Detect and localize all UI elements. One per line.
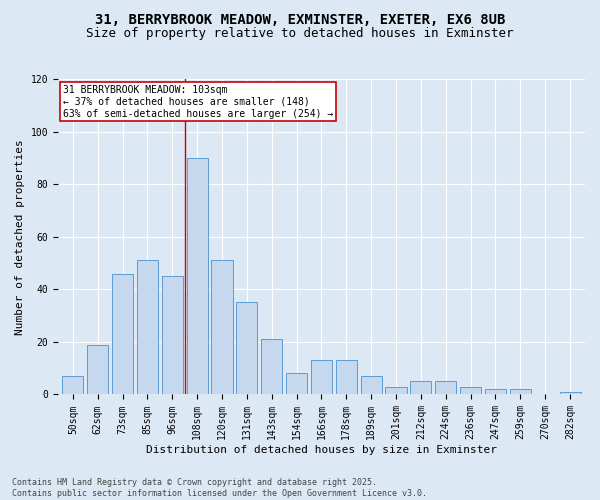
- Bar: [435, 382, 457, 394]
- Text: 31 BERRYBROOK MEADOW: 103sqm
← 37% of detached houses are smaller (148)
63% of s: 31 BERRYBROOK MEADOW: 103sqm ← 37% of de…: [63, 86, 334, 118]
- Bar: [211, 260, 233, 394]
- Bar: [187, 158, 208, 394]
- Bar: [62, 376, 83, 394]
- Bar: [385, 386, 407, 394]
- Bar: [261, 340, 282, 394]
- Bar: [336, 360, 357, 394]
- Bar: [485, 389, 506, 394]
- Bar: [460, 386, 481, 394]
- Bar: [361, 376, 382, 394]
- Bar: [137, 260, 158, 394]
- Bar: [410, 382, 431, 394]
- Bar: [560, 392, 581, 394]
- Text: Contains HM Land Registry data © Crown copyright and database right 2025.
Contai: Contains HM Land Registry data © Crown c…: [12, 478, 427, 498]
- Y-axis label: Number of detached properties: Number of detached properties: [15, 139, 25, 334]
- Text: Size of property relative to detached houses in Exminster: Size of property relative to detached ho…: [86, 28, 514, 40]
- Bar: [236, 302, 257, 394]
- Bar: [510, 389, 531, 394]
- Bar: [162, 276, 183, 394]
- Text: 31, BERRYBROOK MEADOW, EXMINSTER, EXETER, EX6 8UB: 31, BERRYBROOK MEADOW, EXMINSTER, EXETER…: [95, 12, 505, 26]
- Bar: [286, 374, 307, 394]
- Bar: [311, 360, 332, 394]
- Bar: [87, 344, 108, 395]
- Bar: [112, 274, 133, 394]
- X-axis label: Distribution of detached houses by size in Exminster: Distribution of detached houses by size …: [146, 445, 497, 455]
